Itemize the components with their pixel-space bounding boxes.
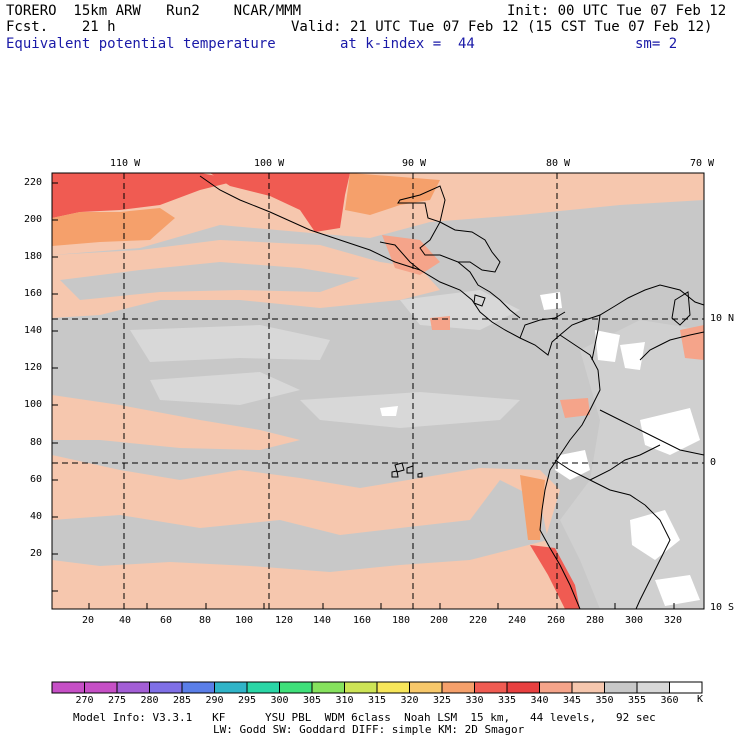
colorbar-label: 290: [205, 695, 224, 706]
y-tick-label: 60: [30, 474, 43, 485]
x-tick-label: 100: [235, 615, 254, 626]
y-tick-label: 160: [24, 288, 43, 299]
y-tick-label: 180: [24, 251, 43, 262]
level-info: at k-index = 44: [340, 36, 475, 52]
colorbar-label: 345: [563, 695, 582, 706]
x-tick-label: 160: [353, 615, 372, 626]
theta-e-field: [52, 173, 704, 609]
lon-label: 100 W: [254, 158, 285, 169]
colorbar-swatch: [636, 681, 670, 694]
colorbar-swatch: [116, 681, 150, 694]
colorbar-label: 320: [400, 695, 419, 706]
colorbar-label: 335: [498, 695, 517, 706]
x-tick-label: 320: [664, 615, 683, 626]
map-frame: [51, 172, 705, 610]
y-tick-label: 220: [24, 177, 43, 188]
x-tick-label: 60: [160, 615, 173, 626]
colorbar-swatch: [539, 681, 573, 694]
colorbar-unit: K: [697, 694, 704, 705]
lon-label: 90 W: [402, 158, 427, 169]
x-tick-label: 280: [586, 615, 605, 626]
x-tick-label: 140: [313, 615, 332, 626]
colorbar-swatch: [51, 681, 85, 694]
lon-label: 80 W: [546, 158, 571, 169]
colorbar-label: 285: [173, 695, 192, 706]
x-tick-label: 40: [119, 615, 132, 626]
colorbar-swatch: [571, 681, 605, 694]
colorbar-label: 360: [660, 695, 679, 706]
colorbar-label: 330: [465, 695, 484, 706]
y-tick-label: 200: [24, 214, 43, 225]
colorbar-swatch: [669, 681, 703, 694]
colorbar-swatch: [376, 681, 410, 694]
colorbar-swatch: [181, 681, 215, 694]
colorbar-label: 280: [140, 695, 159, 706]
y-tick-label: 20: [30, 548, 43, 559]
y-tick-label: 100: [24, 399, 43, 410]
x-tick-label: 180: [392, 615, 411, 626]
smoothing-info: sm= 2: [635, 36, 678, 52]
colorbar-label: 350: [595, 695, 614, 706]
colorbar-swatch: [604, 681, 638, 694]
coastlines: [199, 175, 705, 610]
x-tick-label: 240: [508, 615, 527, 626]
physics-info: LW: Godd SW: Goddard DIFF: simple KM: 2D…: [213, 723, 525, 736]
x-tick-label: 20: [82, 615, 95, 626]
colorbar-swatch: [311, 681, 345, 694]
y-tick-label: 40: [30, 511, 43, 522]
colorbar-swatch: [214, 681, 248, 694]
lat-label: 10 N: [710, 313, 735, 324]
x-tick-label: 120: [275, 615, 294, 626]
x-tick-label: 300: [625, 615, 644, 626]
model-info: Model Info: V3.3.1 KF YSU PBL WDM 6class…: [73, 711, 656, 724]
colorbar-swatch: [441, 681, 475, 694]
lat-label: 10 S: [710, 602, 735, 613]
lon-label: 110 W: [110, 158, 141, 169]
lat-label: 0: [710, 457, 717, 468]
forecast-hour: Fcst. 21 h: [6, 19, 116, 35]
y-tick-label: 140: [24, 325, 43, 336]
colorbar-label: 305: [303, 695, 322, 706]
y-tick-label: 120: [24, 362, 43, 373]
colorbar-swatch: [279, 681, 313, 694]
lon-label: 70 W: [690, 158, 715, 169]
init-time: Init: 00 UTC Tue 07 Feb 12: [507, 3, 727, 19]
colorbar-swatch: [344, 681, 378, 694]
x-tick-label: 200: [430, 615, 449, 626]
model-title: TORERO 15km ARW Run2 NCAR/MMM: [6, 3, 302, 19]
x-tick-label: 80: [199, 615, 212, 626]
x-tick-label: 220: [469, 615, 488, 626]
colorbar-swatch: [84, 681, 118, 694]
colorbar-label: 295: [238, 695, 257, 706]
y-tick-label: 80: [30, 437, 43, 448]
colorbar-label: 340: [530, 695, 549, 706]
colorbar-label: 315: [368, 695, 387, 706]
colorbar-label: 300: [270, 695, 289, 706]
colorbar-swatch: [409, 681, 443, 694]
colorbar-label: 355: [628, 695, 647, 706]
colorbar-swatch: [246, 681, 280, 694]
axis-ticks: [52, 182, 675, 609]
colorbar-label: 270: [75, 695, 94, 706]
colorbar-label: 275: [108, 695, 127, 706]
colorbar-swatch: [474, 681, 508, 694]
field-name: Equivalent potential temperature: [6, 36, 276, 52]
colorbar-label: 310: [335, 695, 354, 706]
colorbar-swatch: [506, 681, 540, 694]
colorbar-label: 325: [433, 695, 452, 706]
colorbar-swatch: [149, 681, 183, 694]
valid-time: Valid: 21 UTC Tue 07 Feb 12 (15 CST Tue …: [291, 19, 713, 35]
x-tick-label: 260: [547, 615, 566, 626]
graticule: [52, 173, 704, 609]
